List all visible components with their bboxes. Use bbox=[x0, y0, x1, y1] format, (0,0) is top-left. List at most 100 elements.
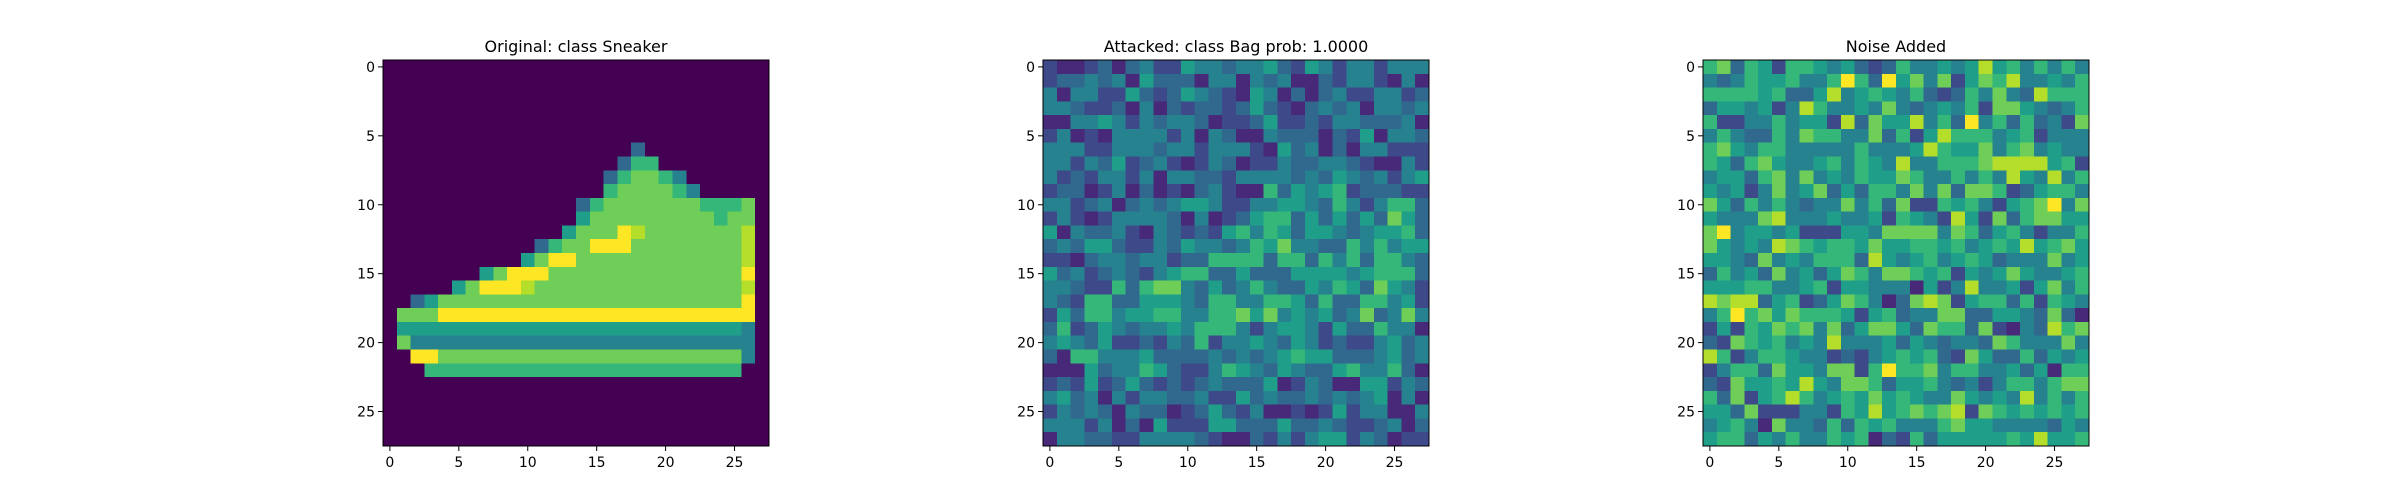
heatmap-cell bbox=[1043, 335, 1058, 351]
heatmap-cell bbox=[1043, 225, 1058, 240]
heatmap-cell bbox=[396, 184, 412, 199]
heatmap-cell bbox=[534, 156, 550, 171]
heatmap-cell bbox=[1868, 115, 1883, 130]
heatmap-cell bbox=[700, 321, 715, 337]
heatmap-cell bbox=[1360, 73, 1375, 89]
heatmap-cell bbox=[396, 308, 412, 323]
heatmap-cell bbox=[2047, 349, 2063, 364]
heatmap-cell bbox=[479, 87, 494, 102]
heatmap-cell bbox=[1909, 266, 1925, 282]
heatmap-cell bbox=[1785, 142, 1801, 158]
heatmap-cell bbox=[479, 418, 494, 433]
heatmap-cell bbox=[1951, 253, 1966, 268]
heatmap-cell bbox=[672, 390, 687, 406]
heatmap-cell bbox=[1415, 73, 1430, 89]
heatmap-cell bbox=[644, 294, 660, 309]
heatmap-cell bbox=[1332, 156, 1347, 171]
heatmap-cell bbox=[1318, 377, 1334, 392]
heatmap-cell bbox=[520, 156, 536, 171]
heatmap-cell bbox=[1236, 239, 1251, 254]
heatmap-cell bbox=[1139, 115, 1154, 130]
heatmap-cell bbox=[424, 418, 439, 433]
heatmap-cell bbox=[658, 156, 674, 171]
heatmap-cell bbox=[2033, 225, 2049, 240]
heatmap-cell bbox=[1208, 280, 1223, 295]
heatmap-cell bbox=[1896, 156, 1911, 171]
heatmap-cell bbox=[686, 294, 701, 309]
heatmap-cell bbox=[644, 349, 660, 364]
heatmap-cell bbox=[1222, 239, 1237, 254]
x-tick-label: 10 bbox=[519, 455, 537, 471]
heatmap-cell bbox=[1084, 308, 1099, 323]
heatmap-cell bbox=[2006, 335, 2021, 351]
heatmap-cell bbox=[534, 225, 550, 240]
plot-frame bbox=[382, 59, 770, 447]
heatmap-cell bbox=[1827, 156, 1842, 171]
heatmap-cell bbox=[438, 280, 453, 295]
heatmap-cell bbox=[1978, 363, 1994, 378]
heatmap-cell bbox=[589, 197, 605, 213]
heatmap-cell bbox=[562, 404, 577, 420]
heatmap-cell bbox=[1180, 294, 1196, 309]
heatmap-cell bbox=[755, 349, 770, 364]
heatmap-cell bbox=[1703, 225, 1718, 240]
heatmap-cell bbox=[1236, 101, 1251, 116]
heatmap-cell bbox=[2047, 142, 2063, 158]
heatmap-cell bbox=[1194, 142, 1210, 158]
heatmap-cell bbox=[1098, 115, 1113, 130]
heatmap-cell bbox=[1771, 128, 1787, 144]
heatmap-cell bbox=[410, 349, 425, 364]
heatmap-cell bbox=[1415, 294, 1430, 309]
heatmap-cell bbox=[589, 115, 605, 130]
heatmap-cell bbox=[700, 211, 715, 227]
heatmap-cell bbox=[1827, 432, 1842, 447]
heatmap-cell bbox=[1868, 280, 1883, 295]
heatmap-cell bbox=[631, 294, 646, 309]
heatmap-cell bbox=[1387, 211, 1403, 227]
heatmap-cell bbox=[1346, 60, 1361, 75]
heatmap-cell bbox=[548, 225, 563, 240]
y-tick-label: 5 bbox=[1686, 129, 1695, 145]
heatmap-cell bbox=[2075, 308, 2090, 323]
heatmap-cell bbox=[520, 170, 536, 185]
heatmap-cell bbox=[383, 321, 398, 337]
heatmap-cell bbox=[1236, 390, 1251, 406]
heatmap-cell bbox=[2020, 294, 2035, 309]
heatmap-cell bbox=[1401, 101, 1416, 116]
heatmap-cell bbox=[576, 418, 591, 433]
heatmap-cell bbox=[1744, 266, 1759, 282]
heatmap-cell bbox=[493, 73, 508, 89]
heatmap-cell bbox=[451, 225, 467, 240]
heatmap-cell bbox=[520, 73, 536, 89]
heatmap-cell bbox=[727, 101, 743, 116]
heatmap-cell bbox=[396, 321, 412, 337]
heatmap-cell bbox=[548, 432, 563, 447]
heatmap-cell bbox=[1992, 239, 2007, 254]
heatmap-cell bbox=[686, 87, 701, 102]
heatmap-cell bbox=[410, 294, 425, 309]
heatmap-cell bbox=[493, 225, 508, 240]
heatmap-cell bbox=[1084, 390, 1099, 406]
heatmap-cell bbox=[2020, 432, 2035, 447]
heatmap-cell bbox=[1277, 432, 1292, 447]
heatmap-cell bbox=[2075, 321, 2090, 337]
heatmap-cell bbox=[576, 280, 591, 295]
heatmap-cell bbox=[548, 170, 563, 185]
heatmap-cell bbox=[1346, 390, 1361, 406]
heatmap-cell bbox=[1716, 128, 1732, 144]
heatmap-cell bbox=[548, 321, 563, 337]
heatmap-cell bbox=[1840, 432, 1856, 447]
heatmap-cell bbox=[631, 280, 646, 295]
heatmap-cell bbox=[658, 60, 674, 75]
heatmap-cell bbox=[1318, 211, 1334, 227]
heatmap-cell bbox=[1937, 266, 1952, 282]
heatmap-cell bbox=[1249, 308, 1265, 323]
heatmap-cell bbox=[479, 60, 494, 75]
heatmap-cell bbox=[2033, 101, 2049, 116]
heatmap-cell bbox=[1978, 73, 1994, 89]
heatmap-cell bbox=[1318, 142, 1334, 158]
heatmap-cell bbox=[396, 253, 412, 268]
heatmap-cell bbox=[1703, 418, 1718, 433]
heatmap-cell bbox=[700, 60, 715, 75]
heatmap-cell bbox=[2020, 184, 2035, 199]
